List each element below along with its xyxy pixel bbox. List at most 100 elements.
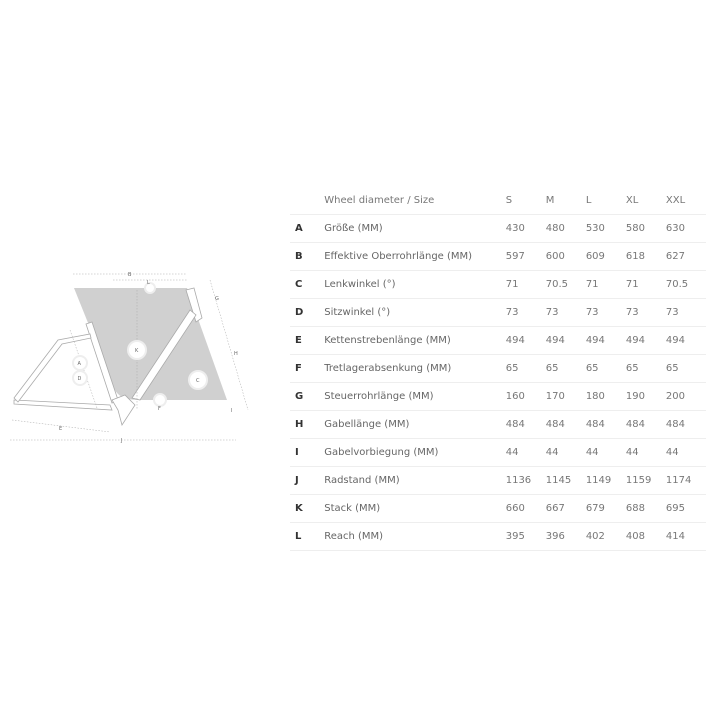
row-value: 660	[505, 494, 546, 523]
row-letter: J	[290, 466, 325, 495]
row-value: 65	[625, 354, 666, 383]
row-value: 73	[505, 298, 546, 327]
row-value: 1136	[505, 466, 546, 495]
row-label: Effektive Oberrohrlänge (MM)	[324, 242, 506, 271]
row-letter: C	[290, 270, 325, 299]
table-row: I Gabelvorbiegung (MM) 44 44 44 44 44	[290, 438, 706, 467]
row-value: 44	[585, 438, 626, 467]
row-label: Radstand (MM)	[324, 466, 506, 495]
table-row: F Tretlagerabsenkung (MM) 65 65 65 65 65	[290, 354, 706, 383]
table-row: D Sitzwinkel (°) 73 73 73 73 73	[290, 298, 706, 327]
label-c: C	[196, 378, 200, 384]
row-value: 679	[585, 494, 626, 523]
label-a: A	[78, 361, 82, 367]
row-value: 484	[665, 410, 706, 439]
row-letter: H	[290, 410, 325, 439]
row-value: 65	[585, 354, 626, 383]
table-row: K Stack (MM) 660 667 679 688 695	[290, 494, 706, 523]
row-value: 414	[665, 522, 706, 551]
table-row: L Reach (MM) 395 396 402 408 414	[290, 522, 706, 551]
row-value: 65	[665, 354, 706, 383]
table-row: H Gabellänge (MM) 484 484 484 484 484	[290, 410, 706, 439]
table-header: Wheel diameter / Size S M L XL XXL	[290, 187, 706, 215]
row-value: 627	[665, 242, 706, 271]
header-size: XXL	[665, 187, 706, 215]
row-value: 1149	[585, 466, 626, 495]
row-value: 73	[585, 298, 626, 327]
row-value: 44	[625, 438, 666, 467]
row-letter: I	[290, 438, 325, 467]
row-letter: B	[290, 242, 325, 271]
row-value: 618	[625, 242, 666, 271]
table-row: B Effektive Oberrohrlänge (MM) 597 600 609 61…	[290, 242, 706, 271]
table-row: E Kettenstrebenlänge (MM) 494 494 494 494 494	[290, 326, 706, 355]
row-letter: F	[290, 354, 325, 383]
row-value: 494	[625, 326, 666, 355]
row-value: 484	[585, 410, 626, 439]
row-value: 190	[625, 382, 666, 411]
row-label: Kettenstrebenlänge (MM)	[324, 326, 506, 355]
row-letter: G	[290, 382, 325, 411]
row-value: 65	[545, 354, 586, 383]
row-value: 630	[665, 214, 706, 243]
row-label: Gabellänge (MM)	[324, 410, 506, 439]
row-value: 200	[665, 382, 706, 411]
row-value: 73	[665, 298, 706, 327]
row-value: 71	[505, 270, 546, 299]
header-label: Wheel diameter / Size	[324, 187, 506, 215]
dimension-markers	[72, 282, 208, 407]
row-value: 73	[625, 298, 666, 327]
label-b: B	[128, 272, 132, 278]
header-size: M	[545, 187, 586, 215]
row-letter: E	[290, 326, 325, 355]
frame-outline	[13, 287, 203, 426]
header-size: S	[505, 187, 546, 215]
row-value: 597	[505, 242, 546, 271]
row-value: 667	[545, 494, 586, 523]
row-label: Reach (MM)	[324, 522, 506, 551]
row-value: 600	[545, 242, 586, 271]
row-letter: A	[290, 214, 325, 243]
row-value: 609	[585, 242, 626, 271]
label-i: I	[231, 408, 232, 414]
table-row: A Größe (MM) 430 480 530 580 630	[290, 214, 706, 243]
label-d: D	[78, 376, 82, 382]
row-value: 494	[585, 326, 626, 355]
label-f: F	[158, 406, 161, 412]
row-value: 408	[625, 522, 666, 551]
row-label: Stack (MM)	[324, 494, 506, 523]
row-value: 484	[625, 410, 666, 439]
row-letter: L	[290, 522, 325, 551]
row-value: 494	[665, 326, 706, 355]
row-value: 44	[665, 438, 706, 467]
row-value: 71	[585, 270, 626, 299]
bike-geometry-diagram: A B C D E F G H I J K L	[10, 272, 249, 444]
label-k: K	[135, 348, 139, 354]
table-row: G Steuerrohrlänge (MM) 160 170 180 190 200	[290, 382, 706, 411]
row-value: 1174	[665, 466, 706, 495]
row-value: 580	[625, 214, 666, 243]
table-row: J Radstand (MM) 1136 1145 1149 1159 1174	[290, 466, 706, 495]
row-value: 395	[505, 522, 546, 551]
row-label: Steuerrohrlänge (MM)	[324, 382, 506, 411]
row-value: 160	[505, 382, 546, 411]
row-value: 480	[545, 214, 586, 243]
label-h: H	[234, 351, 238, 357]
row-label: Größe (MM)	[324, 214, 506, 243]
header-size: XL	[625, 187, 666, 215]
row-value: 70.5	[545, 270, 586, 299]
label-e: E	[59, 426, 62, 432]
row-value: 44	[545, 438, 586, 467]
row-value: 484	[505, 410, 546, 439]
label-l: L	[147, 280, 150, 286]
row-value: 494	[545, 326, 586, 355]
row-value: 70.5	[665, 270, 706, 299]
row-value: 494	[505, 326, 546, 355]
row-value: 180	[585, 382, 626, 411]
row-value: 430	[505, 214, 546, 243]
label-j: J	[120, 438, 122, 444]
row-value: 44	[505, 438, 546, 467]
row-value: 484	[545, 410, 586, 439]
row-label: Gabelvorbiegung (MM)	[324, 438, 506, 467]
row-value: 1145	[545, 466, 586, 495]
